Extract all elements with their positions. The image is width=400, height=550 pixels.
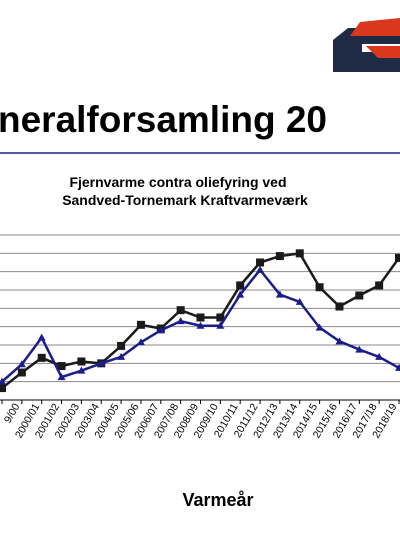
marker (196, 313, 205, 322)
marker (295, 297, 304, 305)
marker (37, 333, 46, 341)
marker (216, 313, 225, 322)
marker (375, 352, 384, 360)
marker (77, 357, 86, 366)
marker (236, 290, 245, 298)
marker (315, 323, 324, 331)
marker (295, 249, 304, 258)
marker (275, 290, 284, 298)
marker (236, 281, 245, 290)
marker (136, 338, 145, 346)
marker (117, 341, 126, 350)
x-axis-label: Varmeår (182, 490, 253, 510)
logo-navy (333, 28, 400, 72)
marker (97, 359, 106, 367)
marker (315, 283, 324, 292)
logo (333, 18, 400, 72)
marker (0, 384, 6, 393)
marker (375, 281, 384, 290)
marker (156, 326, 165, 334)
marker (355, 291, 364, 300)
marker (117, 352, 126, 360)
marker (395, 253, 400, 262)
marker (395, 363, 400, 371)
marker (335, 302, 344, 311)
marker (0, 377, 6, 385)
marker (256, 265, 265, 273)
chart-title: Fjernvarme contra oliefyring ved (69, 174, 286, 190)
marker (355, 345, 364, 353)
marker (196, 321, 205, 329)
marker (176, 317, 185, 325)
marker (57, 362, 66, 371)
marker (77, 366, 86, 374)
marker (216, 321, 225, 329)
marker (17, 368, 26, 377)
logo-red (350, 18, 400, 36)
marker (275, 252, 284, 261)
marker (256, 258, 265, 267)
chart-title: Sandved-Tornemark Kraftvarmeværk (62, 192, 308, 208)
slide-title: neralforsamling 20 (0, 99, 327, 140)
marker (136, 320, 145, 329)
marker (17, 360, 26, 368)
logo-red-2 (366, 46, 400, 58)
marker (335, 337, 344, 345)
marker (176, 306, 185, 315)
marker (37, 353, 46, 362)
marker (57, 373, 66, 381)
